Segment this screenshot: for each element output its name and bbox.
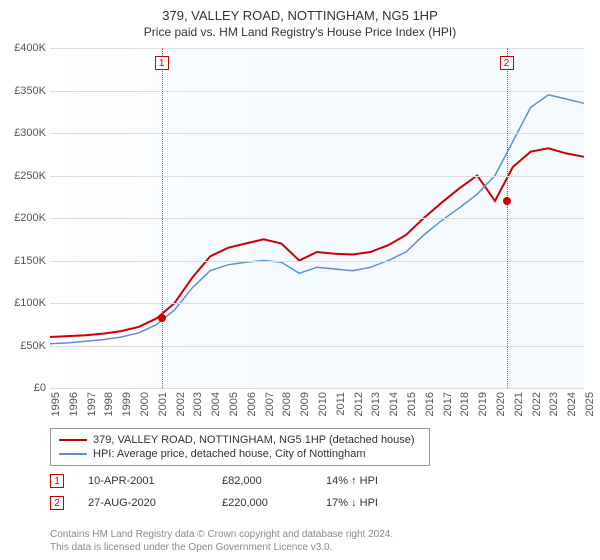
series-line-price_paid (50, 148, 584, 337)
sale-row-marker: 1 (50, 474, 64, 488)
sale-row-marker: 2 (50, 496, 64, 510)
sale-delta: 14% ↑ HPI (326, 475, 426, 487)
sale-marker-dot (503, 197, 511, 205)
sale-row: 2 27-AUG-2020 £220,000 17% ↓ HPI (50, 492, 426, 514)
x-tick-label: 2001 (157, 392, 169, 416)
y-gridline (50, 91, 584, 92)
sale-marker-box: 1 (155, 56, 169, 70)
footer-attribution: Contains HM Land Registry data © Crown c… (50, 528, 393, 554)
y-tick-label: £50K (20, 340, 50, 352)
x-tick-label: 2019 (477, 392, 489, 416)
y-tick-label: £300K (14, 127, 50, 139)
x-tick-label: 1998 (103, 392, 115, 416)
chart-subtitle: Price paid vs. HM Land Registry's House … (0, 23, 600, 45)
x-tick-label: 2017 (442, 392, 454, 416)
x-tick-label: 2010 (317, 392, 329, 416)
y-gridline (50, 303, 584, 304)
y-gridline (50, 48, 584, 49)
sale-price: £82,000 (222, 475, 302, 487)
sale-marker-line (162, 48, 163, 388)
sale-row: 1 10-APR-2001 £82,000 14% ↑ HPI (50, 470, 426, 492)
x-tick-label: 2005 (228, 392, 240, 416)
legend-row: 379, VALLEY ROAD, NOTTINGHAM, NG5 1HP (d… (59, 433, 421, 447)
y-gridline (50, 346, 584, 347)
x-tick-label: 2014 (388, 392, 400, 416)
y-tick-label: £400K (14, 42, 50, 54)
chart-container: 379, VALLEY ROAD, NOTTINGHAM, NG5 1HP Pr… (0, 0, 600, 560)
x-tick-label: 2025 (584, 392, 596, 416)
sale-marker-line (507, 48, 508, 388)
legend-label: 379, VALLEY ROAD, NOTTINGHAM, NG5 1HP (d… (93, 434, 415, 446)
x-tick-label: 2004 (210, 392, 222, 416)
y-gridline (50, 218, 584, 219)
y-tick-label: £100K (14, 297, 50, 309)
x-tick-label: 2016 (424, 392, 436, 416)
x-tick-label: 1999 (121, 392, 133, 416)
legend-swatch (59, 453, 87, 455)
x-tick-label: 1995 (50, 392, 62, 416)
x-tick-label: 1997 (86, 392, 98, 416)
sale-records: 1 10-APR-2001 £82,000 14% ↑ HPI 2 27-AUG-2020… (50, 470, 426, 514)
y-tick-label: £0 (34, 382, 50, 394)
x-tick-label: 2012 (353, 392, 365, 416)
y-tick-label: £200K (14, 212, 50, 224)
y-tick-label: £250K (14, 170, 50, 182)
legend-row: HPI: Average price, detached house, City… (59, 447, 421, 461)
x-tick-label: 2024 (566, 392, 578, 416)
x-tick-label: 2009 (299, 392, 311, 416)
legend-label: HPI: Average price, detached house, City… (93, 448, 366, 460)
y-gridline (50, 133, 584, 134)
y-gridline (50, 261, 584, 262)
x-tick-label: 2013 (370, 392, 382, 416)
sale-marker-dot (158, 314, 166, 322)
y-gridline (50, 176, 584, 177)
y-tick-label: £350K (14, 85, 50, 97)
x-tick-label: 2020 (495, 392, 507, 416)
x-tick-label: 2008 (281, 392, 293, 416)
x-tick-label: 1996 (68, 392, 80, 416)
legend-swatch (59, 439, 87, 441)
x-tick-label: 2018 (459, 392, 471, 416)
legend: 379, VALLEY ROAD, NOTTINGHAM, NG5 1HP (d… (50, 428, 430, 466)
x-tick-label: 2003 (192, 392, 204, 416)
sale-delta: 17% ↓ HPI (326, 497, 426, 509)
x-tick-label: 2021 (513, 392, 525, 416)
x-tick-label: 2023 (548, 392, 560, 416)
footer-line: This data is licensed under the Open Gov… (50, 541, 393, 554)
x-tick-label: 2011 (335, 392, 347, 416)
sale-date: 27-AUG-2020 (88, 497, 198, 509)
chart-title: 379, VALLEY ROAD, NOTTINGHAM, NG5 1HP (0, 0, 600, 23)
chart-plot-area: £0£50K£100K£150K£200K£250K£300K£350K£400… (50, 48, 584, 388)
x-tick-label: 2002 (175, 392, 187, 416)
x-tick-label: 2007 (264, 392, 276, 416)
footer-line: Contains HM Land Registry data © Crown c… (50, 528, 393, 541)
x-tick-label: 2006 (246, 392, 258, 416)
x-tick-label: 2000 (139, 392, 151, 416)
y-gridline (50, 388, 584, 389)
sale-price: £220,000 (222, 497, 302, 509)
x-tick-label: 2015 (406, 392, 418, 416)
sale-date: 10-APR-2001 (88, 475, 198, 487)
sale-marker-box: 2 (500, 56, 514, 70)
y-tick-label: £150K (14, 255, 50, 267)
x-tick-label: 2022 (531, 392, 543, 416)
